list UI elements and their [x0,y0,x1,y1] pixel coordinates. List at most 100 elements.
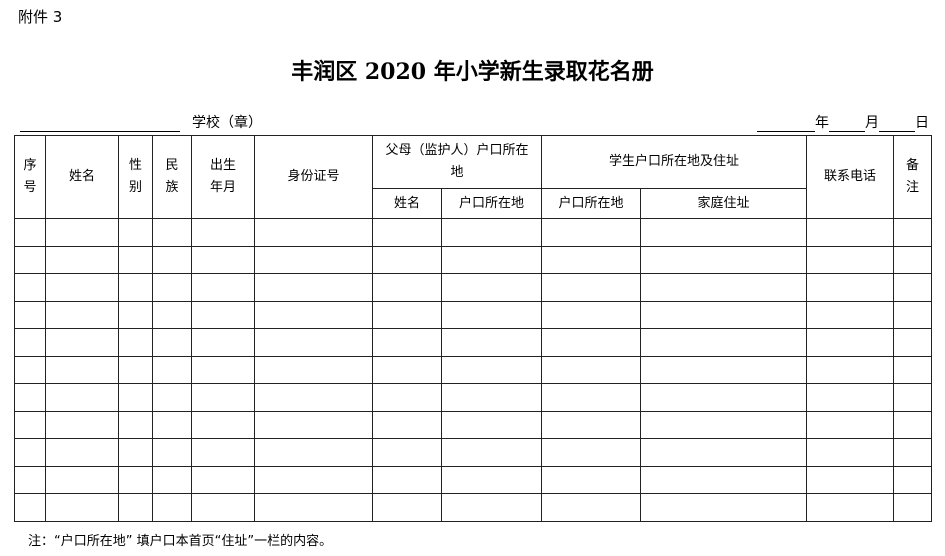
table-cell[interactable] [806,493,895,522]
table-cell[interactable] [441,273,542,302]
table-cell[interactable] [893,410,933,439]
table-cell[interactable] [191,438,255,467]
table-cell[interactable] [441,328,542,357]
table-cell[interactable] [254,245,373,274]
table-cell[interactable] [893,438,933,467]
table-cell[interactable] [372,383,442,412]
table-cell[interactable] [541,493,641,522]
table-cell[interactable] [541,410,641,439]
table-cell[interactable] [191,410,255,439]
table-cell[interactable] [254,383,373,412]
table-cell[interactable] [152,245,192,274]
table-cell[interactable] [541,465,641,494]
table-cell[interactable] [639,328,808,357]
table-cell[interactable] [372,355,442,384]
table-cell[interactable] [14,493,46,522]
table-cell[interactable] [45,410,119,439]
table-cell[interactable] [191,328,255,357]
table-cell[interactable] [806,383,895,412]
table-cell[interactable] [191,245,255,274]
table-cell[interactable] [14,245,46,274]
table-cell[interactable] [372,465,442,494]
table-cell[interactable] [14,218,46,247]
table-cell[interactable] [806,438,895,467]
table-cell[interactable] [372,218,442,247]
table-cell[interactable] [118,438,153,467]
table-cell[interactable] [541,438,641,467]
table-cell[interactable] [152,438,192,467]
table-cell[interactable] [152,465,192,494]
table-cell[interactable] [441,493,542,522]
table-cell[interactable] [541,300,641,329]
table-cell[interactable] [45,245,119,274]
table-cell[interactable] [45,383,119,412]
table-cell[interactable] [541,355,641,384]
table-cell[interactable] [441,383,542,412]
table-cell[interactable] [152,493,192,522]
table-cell[interactable] [152,355,192,384]
table-cell[interactable] [441,300,542,329]
table-cell[interactable] [806,355,895,384]
table-cell[interactable] [806,465,895,494]
table-cell[interactable] [541,245,641,274]
table-cell[interactable] [191,383,255,412]
table-cell[interactable] [152,410,192,439]
table-cell[interactable] [14,300,46,329]
table-cell[interactable] [254,355,373,384]
table-cell[interactable] [118,383,153,412]
table-cell[interactable] [152,218,192,247]
table-cell[interactable] [372,493,442,522]
table-cell[interactable] [806,300,895,329]
table-cell[interactable] [118,300,153,329]
table-cell[interactable] [893,383,933,412]
table-cell[interactable] [372,245,442,274]
table-cell[interactable] [639,245,808,274]
table-cell[interactable] [118,273,153,302]
table-cell[interactable] [14,355,46,384]
table-cell[interactable] [372,328,442,357]
table-cell[interactable] [441,438,542,467]
table-cell[interactable] [806,328,895,357]
table-cell[interactable] [191,300,255,329]
table-cell[interactable] [45,355,119,384]
table-cell[interactable] [893,300,933,329]
table-cell[interactable] [45,465,119,494]
table-cell[interactable] [541,218,641,247]
table-cell[interactable] [14,410,46,439]
table-cell[interactable] [191,493,255,522]
table-cell[interactable] [191,465,255,494]
table-cell[interactable] [639,465,808,494]
table-cell[interactable] [639,438,808,467]
table-cell[interactable] [639,218,808,247]
table-cell[interactable] [639,273,808,302]
table-cell[interactable] [893,493,933,522]
table-cell[interactable] [191,273,255,302]
table-cell[interactable] [118,355,153,384]
table-cell[interactable] [45,328,119,357]
table-cell[interactable] [254,465,373,494]
table-cell[interactable] [893,355,933,384]
table-cell[interactable] [541,328,641,357]
table-cell[interactable] [639,493,808,522]
table-cell[interactable] [372,438,442,467]
table-cell[interactable] [45,493,119,522]
table-cell[interactable] [372,273,442,302]
table-cell[interactable] [441,218,542,247]
table-cell[interactable] [372,300,442,329]
table-cell[interactable] [639,410,808,439]
table-cell[interactable] [45,300,119,329]
table-cell[interactable] [254,438,373,467]
table-cell[interactable] [893,245,933,274]
table-cell[interactable] [14,328,46,357]
table-cell[interactable] [254,300,373,329]
table-cell[interactable] [806,218,895,247]
table-cell[interactable] [118,328,153,357]
table-cell[interactable] [254,493,373,522]
table-cell[interactable] [893,218,933,247]
table-cell[interactable] [152,300,192,329]
table-cell[interactable] [118,218,153,247]
table-cell[interactable] [191,355,255,384]
table-cell[interactable] [541,383,641,412]
table-cell[interactable] [806,273,895,302]
table-cell[interactable] [45,438,119,467]
